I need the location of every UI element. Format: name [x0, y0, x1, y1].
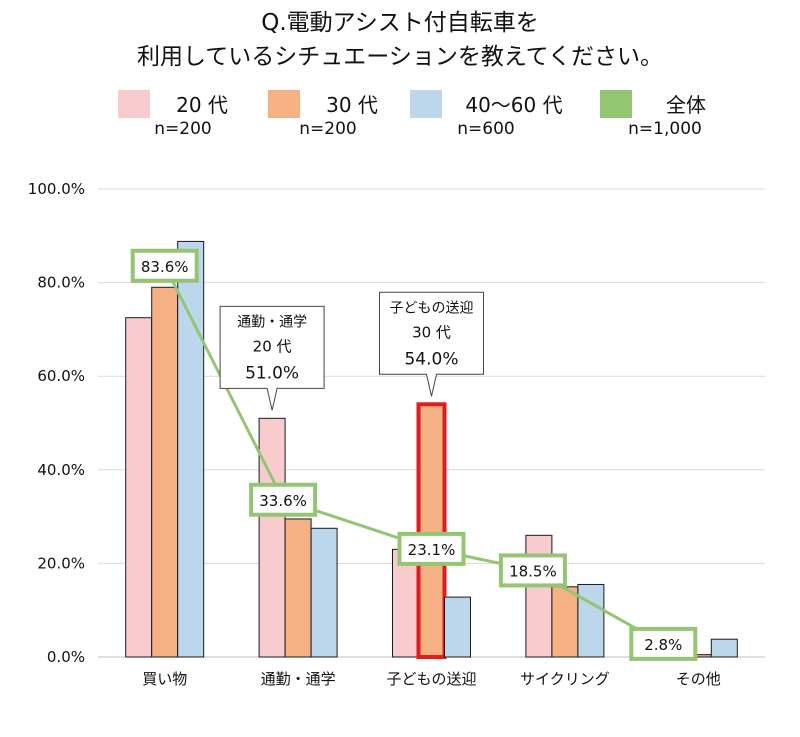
- y-tick-label-2: 40.0%: [37, 461, 85, 479]
- legend-label-3: 全体: [666, 93, 706, 117]
- legend-label-2: 40～60 代: [465, 93, 562, 117]
- callout-1-line-2: 54.0%: [404, 349, 458, 369]
- legend-swatch-3: [600, 90, 632, 118]
- total-label-3: 18.5%: [509, 562, 557, 580]
- callout-0-line-2: 51.0%: [245, 363, 299, 383]
- bar-0-0: [125, 317, 153, 658]
- total-label-box-3: [498, 553, 567, 588]
- callout-0-line-0: 通勤・通学: [237, 314, 307, 330]
- y-tick-label-4: 80.0%: [37, 274, 85, 292]
- callout-1-line-0: 子どもの送迎: [390, 300, 474, 316]
- x-tick-label-0: 買い物: [142, 670, 187, 688]
- total-label-2: 23.1%: [408, 541, 456, 559]
- bar-2-2: [444, 596, 471, 658]
- x-axis-ticks: 買い物 通勤・通学 子どもの送迎 サイクリング その他: [142, 670, 721, 688]
- total-label-0: 83.6%: [141, 258, 189, 276]
- y-tick-label-3: 60.0%: [37, 367, 85, 385]
- y-axis-ticks: 0.0% 20.0% 40.0% 60.0% 80.0% 100.0%: [28, 180, 85, 666]
- total-label-4: 2.8%: [644, 636, 682, 654]
- bar-1-2: [416, 402, 447, 659]
- bar-0-2: [392, 548, 419, 658]
- y-tick-label-0: 0.0%: [47, 648, 85, 666]
- total-line: 83.6% 33.6% 23.1% 18.5% 2.8%: [130, 248, 698, 661]
- total-label-box-0: [130, 248, 199, 283]
- legend-n-0: n=200: [154, 119, 211, 139]
- legend-swatch-2: [410, 90, 442, 118]
- title-line-1: 利用しているシチュエーションを教えてください。: [137, 44, 663, 70]
- bar-1-3: [551, 586, 579, 658]
- y-tick-label-1: 20.0%: [37, 554, 85, 572]
- x-tick-label-2: 子どもの送迎: [386, 670, 476, 688]
- bar-1-1: [284, 518, 312, 658]
- x-tick-label-4: その他: [676, 670, 721, 688]
- x-tick-label-1: 通勤・通学: [261, 670, 336, 688]
- legend-swatch-0: [118, 90, 150, 118]
- legend-n-1: n=200: [299, 119, 356, 139]
- bar-1-0: [151, 286, 179, 658]
- legend-n-3: n=1,000: [628, 119, 702, 139]
- total-label-box-2: [397, 531, 466, 566]
- callout-0-line-1: 20 代: [253, 337, 292, 355]
- total-label-1: 33.6%: [259, 492, 307, 510]
- callout-box-1: [379, 291, 484, 397]
- bar-2-4: [710, 638, 738, 658]
- total-label-box-4: [629, 626, 698, 661]
- legend-label-0: 20 代: [176, 93, 228, 117]
- callouts: 通勤・通学 20 代 51.0% 子どもの送迎 30 代 54.0%: [219, 291, 484, 411]
- legend-n-2: n=600: [457, 119, 514, 139]
- bar-2-3: [577, 583, 605, 658]
- x-tick-label-3: サイクリング: [520, 670, 610, 688]
- title-line-0: Q.電動アシスト付自転車を: [261, 10, 539, 36]
- bar-2-0: [177, 240, 205, 658]
- callout-1-line-1: 30 代: [412, 323, 451, 341]
- bars: [125, 240, 738, 659]
- legend-label-1: 30 代: [326, 93, 378, 117]
- y-tick-label-5: 100.0%: [28, 180, 85, 198]
- bar-0-1: [258, 417, 286, 658]
- legend-swatch-1: [268, 90, 300, 118]
- total-label-box-1: [249, 482, 318, 517]
- callout-box-0: [219, 305, 325, 411]
- bar-2-1: [310, 527, 338, 658]
